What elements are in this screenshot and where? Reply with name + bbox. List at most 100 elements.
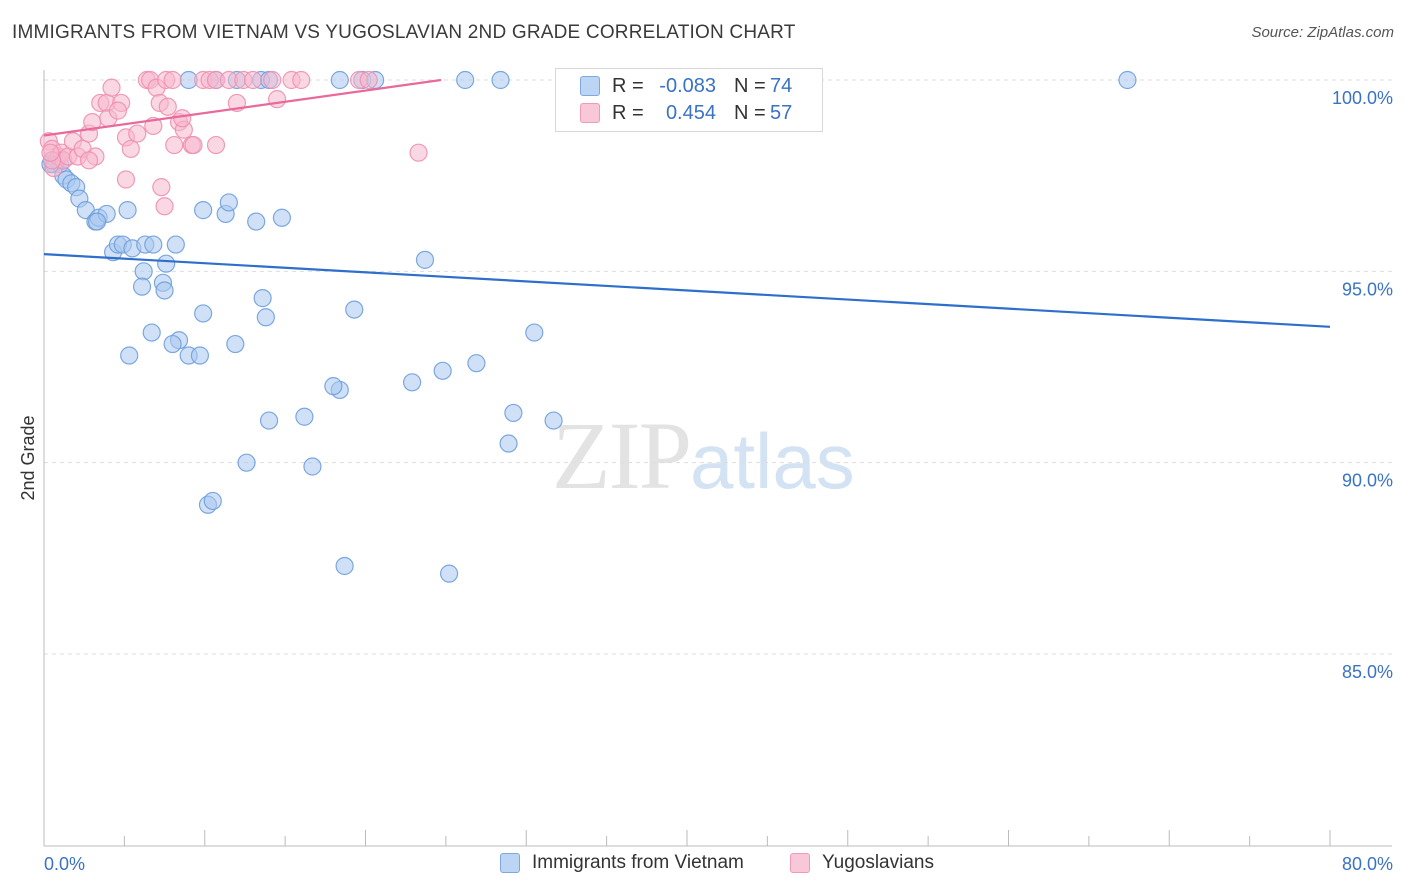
vietnam-point	[330, 70, 349, 90]
yugoslavian-point	[158, 97, 177, 116]
yugoslavian-points	[39, 70, 428, 216]
watermark-atlas: atlas	[690, 417, 855, 505]
vietnam-points	[41, 70, 1137, 583]
vietnam-point	[324, 377, 343, 396]
vietnam-point	[144, 235, 163, 254]
vietnam-point	[253, 289, 272, 308]
yugoslavian-point	[243, 70, 263, 90]
source-label: Source: ZipAtlas.com	[1251, 24, 1394, 41]
legend-row-yugoslavian: R = 0.454 N = 57	[580, 100, 792, 126]
legend-swatch-blue	[580, 76, 600, 96]
series-legend: Immigrants from Vietnam Yugoslavians	[0, 852, 1406, 878]
x-tick-label-left: 0.0%	[44, 854, 85, 874]
legend-n-value: 57	[770, 101, 793, 124]
y-tick-label: 100.0%	[1332, 88, 1393, 108]
yugoslavian-trend-line	[43, 78, 442, 137]
vietnam-point	[118, 201, 137, 220]
vietnam-point	[155, 281, 174, 300]
chart-title: IMMIGRANTS FROM VIETNAM VS YUGOSLAVIAN 2…	[12, 22, 796, 43]
yugoslavian-point	[155, 197, 174, 216]
vietnam-point	[163, 334, 182, 354]
legend-swatch-pink	[580, 103, 600, 123]
yugoslavian-point	[108, 101, 128, 120]
vietnam-point	[203, 491, 222, 511]
yugoslavian-point	[121, 139, 140, 158]
vietnam-point	[525, 323, 544, 342]
y-tick-labels: 100.0% 95.0% 90.0% 85.0%	[1332, 88, 1393, 682]
legend-row-vietnam: R = -0.083 N = 74	[580, 73, 792, 99]
vietnam-point	[194, 201, 213, 220]
series-swatch-pink	[790, 853, 810, 873]
vietnam-point	[237, 453, 256, 472]
vietnam-point	[467, 354, 486, 373]
watermark-zip: ZIP	[552, 402, 692, 509]
yugoslavian-point	[184, 135, 203, 155]
legend-n-value: 74	[770, 74, 793, 97]
series-label-vietnam: Immigrants from Vietnam	[532, 852, 744, 873]
vietnam-point	[256, 308, 275, 327]
yugoslavian-point	[173, 109, 192, 128]
y-axis-label: 2nd Grade	[18, 415, 38, 500]
legend-r-label: R =	[612, 101, 644, 124]
vietnam-point	[194, 304, 213, 323]
vietnam-point	[134, 262, 153, 281]
series-label-yugoslavians: Yugoslavians	[822, 852, 934, 873]
vietnam-point	[303, 457, 322, 476]
x-ticks	[43, 830, 1331, 846]
stats-legend: R = -0.083 N = 74 R = 0.454 N = 57	[555, 68, 823, 132]
legend-r-value: 0.454	[665, 101, 716, 124]
vietnam-point	[433, 361, 452, 380]
vietnam-point	[87, 212, 107, 231]
yugoslavian-point	[359, 70, 378, 90]
vietnam-point	[132, 277, 152, 296]
vietnam-point	[142, 323, 161, 342]
series-swatch-blue	[500, 853, 520, 873]
vietnam-trend-line	[43, 253, 1331, 328]
vietnam-point	[544, 411, 563, 430]
trend-lines	[43, 78, 1331, 328]
yugoslavian-point	[163, 70, 182, 90]
vietnam-point	[247, 212, 266, 231]
series-legend-vietnam[interactable]: Immigrants from Vietnam	[500, 852, 744, 874]
y-tick-label: 85.0%	[1342, 662, 1393, 682]
vietnam-point	[295, 407, 314, 426]
legend-r-value: -0.083	[659, 74, 716, 97]
legend-r-label: R =	[612, 74, 644, 97]
vietnam-point	[166, 235, 185, 254]
yugoslavian-point	[116, 170, 136, 189]
vietnam-point	[439, 564, 459, 583]
vietnam-point	[157, 254, 176, 273]
yugoslavian-point	[41, 143, 60, 162]
y-tick-label: 90.0%	[1342, 471, 1393, 491]
vietnam-point	[504, 403, 523, 423]
yugoslavian-point	[79, 151, 99, 170]
vietnam-point	[335, 556, 354, 576]
x-tick-label-right: 80.0%	[1342, 854, 1393, 874]
yugoslavian-point	[165, 135, 184, 155]
watermark: ZIPatlas	[552, 400, 855, 511]
legend-n-label: N =	[734, 101, 766, 124]
yugoslavian-point	[292, 70, 311, 90]
vietnam-point	[190, 346, 210, 365]
vietnam-point	[456, 70, 475, 90]
vietnam-point	[226, 334, 245, 354]
axes	[43, 70, 1392, 847]
yugoslavian-point	[263, 70, 282, 90]
yugoslavian-point	[206, 135, 226, 155]
yugoslavian-point	[409, 143, 428, 162]
yugoslavian-point	[102, 78, 121, 97]
yugoslavian-point	[128, 124, 147, 143]
vietnam-point	[403, 373, 422, 392]
grid-lines	[44, 79, 1392, 655]
vietnam-point	[219, 193, 238, 212]
vietnam-point	[1118, 70, 1137, 90]
vietnam-point	[415, 250, 435, 269]
yugoslavian-point	[267, 90, 287, 109]
vietnam-point	[259, 411, 279, 430]
yugoslavian-point	[152, 178, 171, 197]
vietnam-point	[499, 434, 518, 453]
vietnam-point	[120, 346, 139, 365]
vietnam-point	[272, 208, 292, 227]
series-legend-yugoslavians[interactable]: Yugoslavians	[790, 852, 934, 874]
